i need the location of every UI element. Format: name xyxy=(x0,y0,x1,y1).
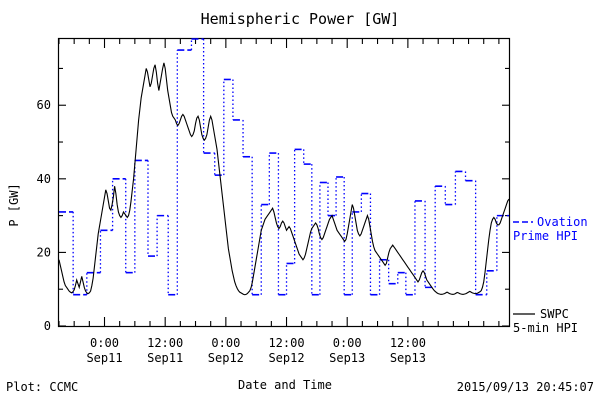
x-tick-label-time: 0:00 xyxy=(211,336,240,350)
y-tick-label: 20 xyxy=(37,245,51,259)
series-swpc-5min-hpi xyxy=(58,62,510,296)
chart-title: Hemispheric Power [GW] xyxy=(201,10,400,28)
y-tick-label: 60 xyxy=(37,98,51,112)
x-tick-label-time: 12:00 xyxy=(147,336,183,350)
y-axis-label: P [GW] xyxy=(7,183,21,226)
footer-timestamp: 2015/09/13 20:45:07 xyxy=(457,380,594,394)
legend-swpc-label-line1: SWPC xyxy=(540,307,569,321)
footer-credit: Plot: CCMC xyxy=(6,380,78,394)
x-tick-label-time: 12:00 xyxy=(390,336,426,350)
x-tick-label-date: Sep12 xyxy=(268,351,304,365)
x-tick-label-date: Sep13 xyxy=(329,351,365,365)
y-tick-label: 0 xyxy=(44,319,51,333)
legend-ovation-label-line2: Prime HPI xyxy=(513,229,578,243)
x-axis-label: Date and Time xyxy=(238,378,332,392)
series-ovation-prime-hpi xyxy=(59,38,509,296)
plot-frame xyxy=(57,37,511,328)
x-tick-label-date: Sep13 xyxy=(390,351,426,365)
x-tick-label-time: 0:00 xyxy=(90,336,119,350)
x-tick-label-date: Sep11 xyxy=(147,351,183,365)
x-tick-label-time: 0:00 xyxy=(333,336,362,350)
x-tick-label-time: 12:00 xyxy=(268,336,304,350)
y-tick-label: 40 xyxy=(37,172,51,186)
legend-swpc-label-line2: 5-min HPI xyxy=(513,321,578,335)
x-tick-label-date: Sep12 xyxy=(208,351,244,365)
legend-ovation-label-line1: Ovation xyxy=(537,215,588,229)
axes: 02040600:00Sep1112:00Sep110:00Sep1212:00… xyxy=(37,39,509,365)
x-tick-label-date: Sep11 xyxy=(86,351,122,365)
